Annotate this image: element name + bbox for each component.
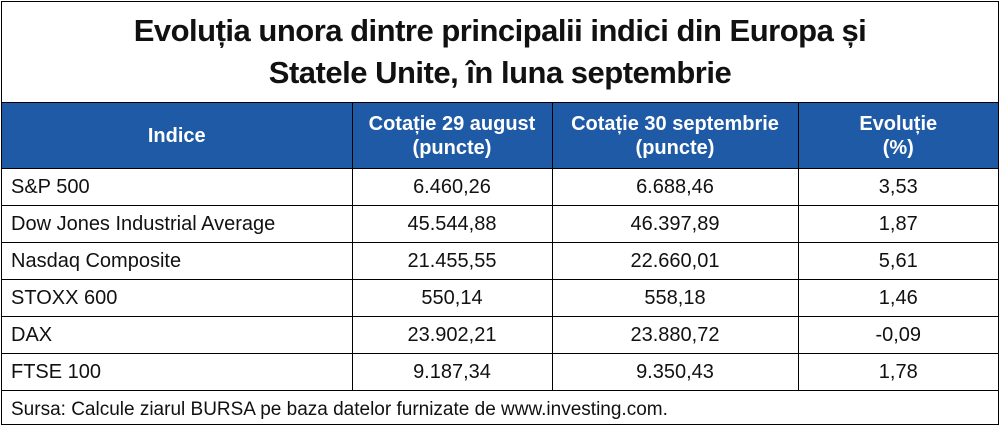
cell-index: Dow Jones Industrial Average xyxy=(2,206,352,243)
cell-index: DAX xyxy=(2,317,352,354)
title-line-2: Statele Unite, în luna septembrie xyxy=(269,52,731,94)
cell-index: S&P 500 xyxy=(2,169,352,206)
header-aug29-line-2: (puncte) xyxy=(355,136,550,160)
table-row: Dow Jones Industrial Average 45.544,88 4… xyxy=(2,206,998,243)
table-row: S&P 500 6.460,26 6.688,46 3,53 xyxy=(2,169,998,206)
table-row: Nasdaq Composite 21.455,55 22.660,01 5,6… xyxy=(2,243,998,280)
header-sep30-line-1: Cotație 30 septembrie xyxy=(555,112,796,136)
cell-aug29: 6.460,26 xyxy=(352,169,552,206)
cell-index: FTSE 100 xyxy=(2,354,352,391)
cell-change: -0,09 xyxy=(798,317,998,354)
cell-aug29: 45.544,88 xyxy=(352,206,552,243)
cell-change: 1,78 xyxy=(798,354,998,391)
chart-title: Evoluția unora dintre principalii indici… xyxy=(2,2,998,102)
cell-aug29: 21.455,55 xyxy=(352,243,552,280)
cell-index: STOXX 600 xyxy=(2,280,352,317)
header-aug29: Cotație 29 august (puncte) xyxy=(352,103,552,169)
table-row: DAX 23.902,21 23.880,72 -0,09 xyxy=(2,317,998,354)
header-aug29-line-1: Cotație 29 august xyxy=(355,112,550,136)
source-note: Sursa: Calcule ziarul BURSA pe baza date… xyxy=(2,391,998,429)
cell-change: 1,87 xyxy=(798,206,998,243)
source-row: Sursa: Calcule ziarul BURSA pe baza date… xyxy=(2,391,998,429)
header-index-label: Indice xyxy=(4,124,350,148)
cell-sep30: 22.660,01 xyxy=(552,243,798,280)
header-index: Indice xyxy=(2,103,352,169)
cell-change: 3,53 xyxy=(798,169,998,206)
title-line-1: Evoluția unora dintre principalii indici… xyxy=(134,10,867,52)
cell-index: Nasdaq Composite xyxy=(2,243,352,280)
header-sep30: Cotație 30 septembrie (puncte) xyxy=(552,103,798,169)
table-row: STOXX 600 550,14 558,18 1,46 xyxy=(2,280,998,317)
header-row: Indice Cotație 29 august (puncte) Cotați… xyxy=(2,103,998,169)
cell-change: 5,61 xyxy=(798,243,998,280)
cell-sep30: 23.880,72 xyxy=(552,317,798,354)
header-sep30-line-2: (puncte) xyxy=(555,136,796,160)
cell-aug29: 550,14 xyxy=(352,280,552,317)
indices-table: Indice Cotație 29 august (puncte) Cotați… xyxy=(2,102,998,429)
cell-sep30: 6.688,46 xyxy=(552,169,798,206)
cell-sep30: 9.350,43 xyxy=(552,354,798,391)
cell-sep30: 558,18 xyxy=(552,280,798,317)
header-change: Evoluție (%) xyxy=(798,103,998,169)
cell-sep30: 46.397,89 xyxy=(552,206,798,243)
cell-aug29: 23.902,21 xyxy=(352,317,552,354)
table-row: FTSE 100 9.187,34 9.350,43 1,78 xyxy=(2,354,998,391)
cell-change: 1,46 xyxy=(798,280,998,317)
header-change-line-2: (%) xyxy=(801,136,997,160)
header-change-line-1: Evoluție xyxy=(801,112,997,136)
cell-aug29: 9.187,34 xyxy=(352,354,552,391)
